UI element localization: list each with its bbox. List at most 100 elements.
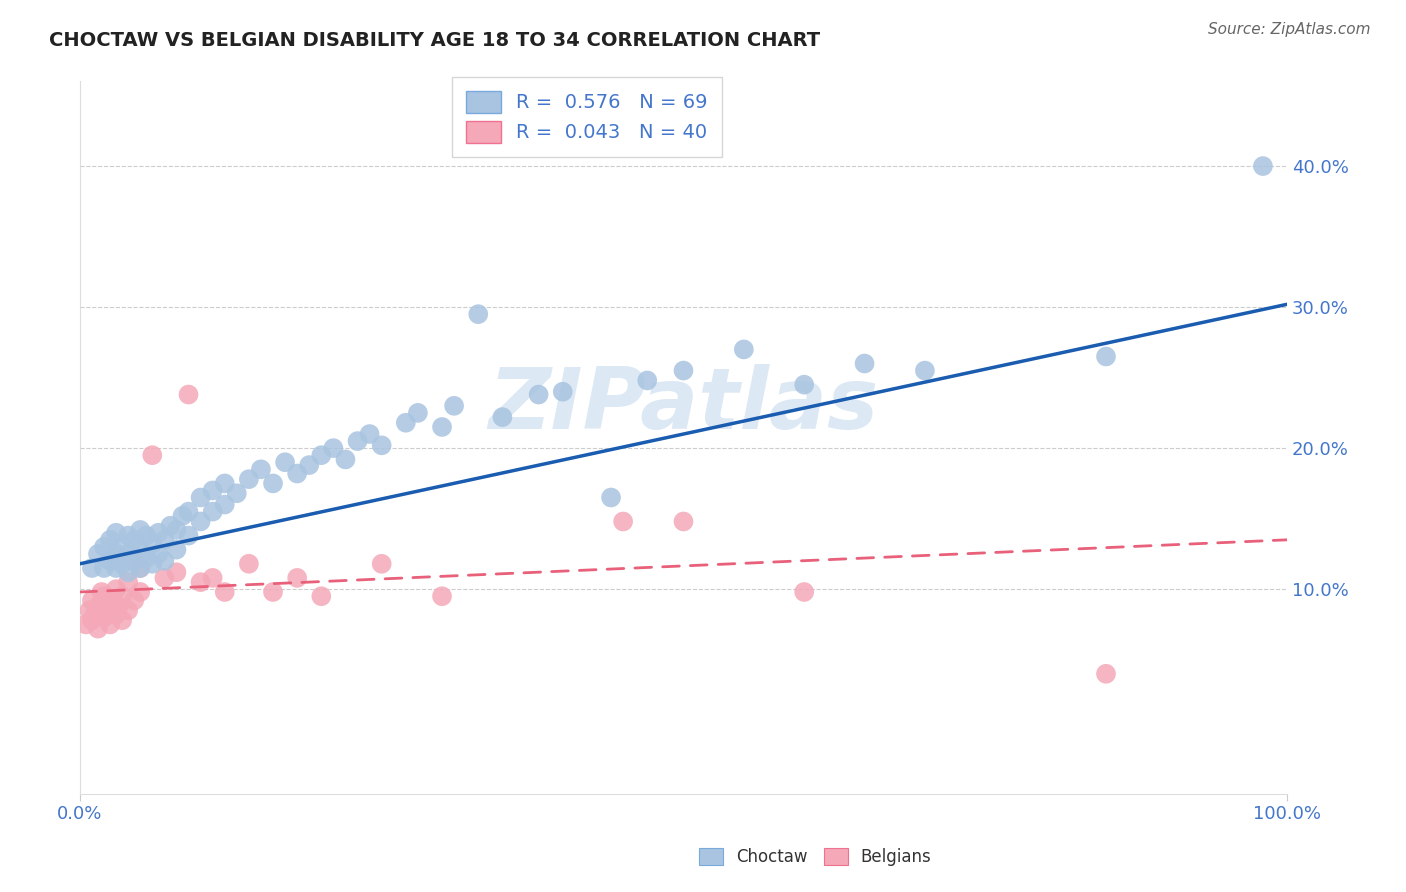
Point — [177, 505, 200, 519]
Point — [129, 542, 152, 557]
Point — [105, 525, 128, 540]
Point — [190, 491, 212, 505]
Point — [93, 610, 115, 624]
Legend: R =  0.576   N = 69, R =  0.043   N = 40: R = 0.576 N = 69, R = 0.043 N = 40 — [453, 77, 721, 157]
Point — [165, 542, 187, 557]
Point — [153, 571, 176, 585]
Point — [122, 593, 145, 607]
Point — [165, 523, 187, 537]
Point — [80, 561, 103, 575]
Point — [93, 561, 115, 575]
Point — [262, 585, 284, 599]
Point — [177, 528, 200, 542]
Point — [122, 554, 145, 568]
Point — [322, 441, 344, 455]
Point — [853, 357, 876, 371]
Point — [370, 438, 392, 452]
Point — [165, 566, 187, 580]
Point — [148, 547, 170, 561]
Point — [111, 540, 134, 554]
Point — [201, 483, 224, 498]
Point — [117, 528, 139, 542]
Point — [129, 561, 152, 575]
Point — [111, 557, 134, 571]
Point — [285, 467, 308, 481]
Point — [600, 491, 623, 505]
Point — [177, 387, 200, 401]
Point — [117, 547, 139, 561]
Point — [527, 387, 550, 401]
Point — [105, 582, 128, 597]
Point — [793, 585, 815, 599]
Point — [298, 458, 321, 472]
Point — [406, 406, 429, 420]
Point — [79, 603, 101, 617]
Point — [83, 607, 105, 622]
Point — [335, 452, 357, 467]
Point — [467, 307, 489, 321]
Point — [172, 508, 194, 523]
Point — [153, 533, 176, 547]
Point — [96, 599, 118, 613]
Point — [612, 515, 634, 529]
Point — [107, 599, 129, 613]
Point — [201, 571, 224, 585]
Point — [129, 523, 152, 537]
Point — [93, 540, 115, 554]
Point — [159, 518, 181, 533]
Point — [1251, 159, 1274, 173]
Point — [672, 515, 695, 529]
Point — [111, 589, 134, 603]
Legend: Choctaw, Belgians: Choctaw, Belgians — [693, 841, 938, 873]
Point — [141, 448, 163, 462]
Point — [129, 561, 152, 575]
Point — [105, 607, 128, 622]
Point — [122, 533, 145, 547]
Point — [190, 575, 212, 590]
Point — [87, 599, 110, 613]
Point — [225, 486, 247, 500]
Point — [117, 566, 139, 580]
Point — [98, 617, 121, 632]
Point — [214, 498, 236, 512]
Point — [93, 589, 115, 603]
Point — [491, 410, 513, 425]
Point — [274, 455, 297, 469]
Point — [672, 363, 695, 377]
Point — [430, 420, 453, 434]
Point — [80, 593, 103, 607]
Point — [733, 343, 755, 357]
Point — [87, 622, 110, 636]
Point — [141, 537, 163, 551]
Point — [153, 554, 176, 568]
Point — [359, 427, 381, 442]
Point — [238, 557, 260, 571]
Point — [793, 377, 815, 392]
Point — [111, 613, 134, 627]
Point — [250, 462, 273, 476]
Point — [80, 613, 103, 627]
Point — [129, 585, 152, 599]
Text: ZIPatlas: ZIPatlas — [488, 364, 879, 447]
Point — [201, 505, 224, 519]
Point — [395, 416, 418, 430]
Point — [285, 571, 308, 585]
Point — [214, 585, 236, 599]
Point — [1095, 666, 1118, 681]
Point — [105, 547, 128, 561]
Point — [98, 593, 121, 607]
Point — [135, 528, 157, 542]
Point — [636, 374, 658, 388]
Point — [87, 547, 110, 561]
Point — [443, 399, 465, 413]
Point — [105, 561, 128, 575]
Point — [75, 617, 97, 632]
Point — [90, 585, 112, 599]
Point — [430, 589, 453, 603]
Point — [117, 603, 139, 617]
Point — [98, 533, 121, 547]
Point — [98, 554, 121, 568]
Point — [551, 384, 574, 399]
Point — [214, 476, 236, 491]
Text: Source: ZipAtlas.com: Source: ZipAtlas.com — [1208, 22, 1371, 37]
